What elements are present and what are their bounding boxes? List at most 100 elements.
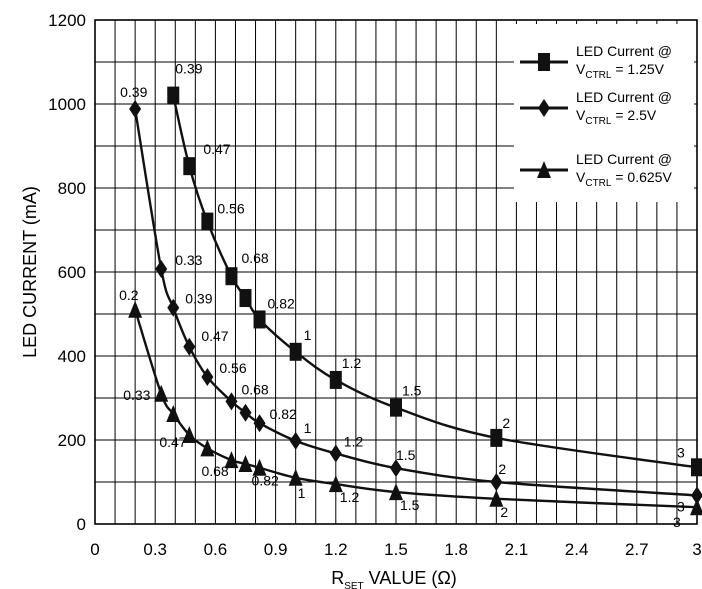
point-label: 3 xyxy=(673,514,681,530)
x-tick-label: 1.2 xyxy=(324,540,348,559)
data-point-diamond xyxy=(289,431,302,450)
data-point-diamond xyxy=(225,392,238,411)
legend-label-line1: LED Current @ xyxy=(576,89,672,105)
point-label: 0.68 xyxy=(201,463,228,479)
point-label: 2 xyxy=(500,504,508,520)
data-point-triangle xyxy=(182,425,197,443)
point-label: 0.47 xyxy=(159,434,186,450)
point-label: 0.39 xyxy=(185,291,212,307)
data-point-diamond xyxy=(390,459,402,478)
y-tick-label: 800 xyxy=(58,179,86,198)
data-point-diamond xyxy=(129,100,142,119)
grid-lines xyxy=(94,19,698,525)
x-tick-label: 0 xyxy=(90,540,99,559)
data-point-triangle xyxy=(489,489,504,507)
data-point-square xyxy=(253,310,266,329)
legend-label-line1: LED Current @ xyxy=(576,151,672,167)
data-point-diamond xyxy=(201,368,214,386)
point-label: 0.2 xyxy=(119,287,139,303)
point-label: 1.5 xyxy=(396,447,416,463)
point-label: 0.33 xyxy=(123,387,150,403)
data-point-diamond xyxy=(691,486,702,505)
data-point-diamond xyxy=(253,414,266,433)
point-label: 1.2 xyxy=(344,433,364,449)
data-point-triangle xyxy=(238,454,253,472)
point-label: 1.2 xyxy=(342,355,362,371)
data-point-triangle xyxy=(224,451,239,469)
point-label: 0.68 xyxy=(241,381,268,397)
data-point-triangle xyxy=(128,300,143,318)
point-label: 3 xyxy=(677,498,685,514)
data-point-square xyxy=(167,86,180,105)
point-label: 3 xyxy=(677,444,685,460)
point-label: 0.82 xyxy=(252,473,279,489)
data-point-square xyxy=(691,458,702,477)
point-label: 0.39 xyxy=(120,84,147,100)
data-point-square xyxy=(490,428,503,447)
x-tick-label: 1.8 xyxy=(444,540,468,559)
y-tick-label: 1200 xyxy=(48,11,86,30)
point-label: 1.5 xyxy=(400,497,420,513)
point-label: 2 xyxy=(498,461,506,477)
x-axis-title-subscript: SET xyxy=(344,581,363,589)
plot-frame xyxy=(94,19,698,525)
x-tick-label: 0.9 xyxy=(264,540,288,559)
x-axis-title-rest: VALUE (Ω) xyxy=(364,568,457,588)
x-tick-label: 2.1 xyxy=(505,540,529,559)
point-label: 0.47 xyxy=(203,141,230,157)
point-label: 0.56 xyxy=(219,360,246,376)
data-point-triangle xyxy=(690,498,702,516)
x-axis-title: RSET VALUE (Ω) xyxy=(331,568,457,589)
point-label: 0.56 xyxy=(217,201,244,217)
point-label: 1 xyxy=(304,420,312,436)
data-point-square xyxy=(239,289,252,308)
y-tick-label: 600 xyxy=(58,263,86,282)
y-tick-label: 0 xyxy=(77,515,86,534)
x-tick-labels: 0 0.3 0.6 0.9 1.2 1.5 1.8 2.1 2.4 2.7 3 xyxy=(90,540,701,559)
data-point-diamond xyxy=(239,403,252,422)
data-point-square xyxy=(289,342,302,361)
data-point-square xyxy=(329,370,342,389)
point-label: 2 xyxy=(502,415,510,431)
point-label: 0.82 xyxy=(270,406,297,422)
x-axis-title-main: R xyxy=(331,568,344,588)
y-tick-labels: 0 200 400 600 800 1000 1200 xyxy=(48,11,86,534)
legend-label-line1: LED Current @ xyxy=(576,43,672,59)
point-label: 0.39 xyxy=(175,61,202,77)
x-tick-label: 1.5 xyxy=(384,540,408,559)
series-line-square xyxy=(172,95,698,469)
data-point-diamond xyxy=(490,473,503,491)
y-tick-label: 200 xyxy=(58,431,86,450)
data-point-diamond xyxy=(183,337,196,356)
point-labels: 0.390.470.560.680.8211.21.5230.390.330.3… xyxy=(119,61,685,531)
legend-label-line2: VCTRL = 1.25V xyxy=(576,61,665,81)
legend-label-line2: VCTRL = 0.625V xyxy=(576,169,672,189)
data-point-triangle xyxy=(288,468,303,486)
data-point-triangle xyxy=(166,404,181,422)
legend: LED Current @ VCTRL = 1.25V LED Current @ V… xyxy=(514,24,694,202)
data-point-triangle xyxy=(154,384,169,402)
y-axis-title: LED CURRENT (mA) xyxy=(20,186,40,358)
data-point-diamond xyxy=(167,298,180,317)
data-point-triangle xyxy=(200,439,215,457)
data-point-triangle xyxy=(252,458,267,476)
data-point-square xyxy=(183,157,196,176)
data-point-triangle xyxy=(389,483,403,501)
point-label: 0.82 xyxy=(268,295,295,311)
point-label: 0.47 xyxy=(201,328,228,344)
legend-marker-triangle xyxy=(537,161,551,178)
x-tick-label: 2.7 xyxy=(625,540,649,559)
point-label: 1 xyxy=(304,327,312,343)
data-point-diamond xyxy=(329,444,342,463)
x-tick-label: 0.6 xyxy=(204,540,228,559)
data-point-square xyxy=(201,212,214,231)
x-tick-label: 0.3 xyxy=(143,540,167,559)
x-tick-label: 2.4 xyxy=(565,540,589,559)
point-label: 1.5 xyxy=(402,383,422,399)
x-tick-label: 3 xyxy=(692,540,701,559)
point-label: 1.2 xyxy=(340,489,360,505)
point-label: 0.68 xyxy=(241,250,268,266)
y-tick-label: 400 xyxy=(58,347,86,366)
data-point-triangle xyxy=(328,475,343,493)
